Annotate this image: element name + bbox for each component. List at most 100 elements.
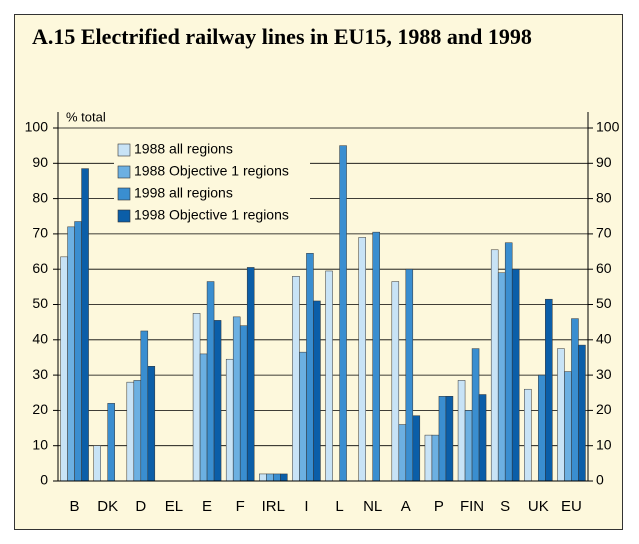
bar bbox=[232, 316, 241, 482]
bar bbox=[557, 348, 565, 482]
legend-swatch bbox=[117, 165, 131, 179]
legend-label: 1998 Objective 1 regions bbox=[134, 207, 289, 223]
x-tick-label: EL bbox=[165, 498, 183, 515]
bar bbox=[225, 358, 234, 482]
y2-tick-label: 70 bbox=[596, 225, 612, 241]
bar bbox=[339, 145, 347, 482]
y-tick-label: 80 bbox=[32, 189, 48, 205]
bar bbox=[424, 434, 433, 482]
bar bbox=[412, 415, 421, 482]
y-axis-label: % total bbox=[66, 109, 106, 124]
y2-tick-label: 20 bbox=[596, 401, 612, 417]
bar bbox=[545, 298, 553, 482]
bar bbox=[67, 226, 75, 482]
bar bbox=[147, 366, 156, 482]
x-tick-label: DK bbox=[97, 498, 118, 515]
x-tick-label: P bbox=[434, 498, 444, 515]
bar bbox=[391, 281, 400, 482]
y-tick-label: 20 bbox=[32, 401, 48, 417]
bar bbox=[490, 249, 499, 482]
bar bbox=[192, 313, 201, 482]
legend-box bbox=[114, 139, 310, 227]
bar bbox=[126, 381, 135, 482]
bar bbox=[266, 473, 274, 482]
y2-tick-label: 30 bbox=[596, 366, 612, 382]
bar bbox=[511, 268, 520, 482]
y-tick-label: 30 bbox=[32, 366, 48, 382]
x-tick-label: S bbox=[500, 498, 510, 515]
legend-swatch bbox=[117, 209, 131, 223]
bar bbox=[464, 410, 473, 482]
legend-label: 1998 all regions bbox=[134, 185, 233, 201]
bar bbox=[299, 351, 307, 482]
bar bbox=[259, 473, 267, 482]
x-tick-label: L bbox=[335, 498, 343, 515]
y2-tick-label: 60 bbox=[596, 260, 612, 276]
y-tick-label: 40 bbox=[32, 331, 48, 347]
bar bbox=[199, 353, 208, 482]
legend-label: 1988 Objective 1 regions bbox=[134, 163, 289, 179]
y-tick-label: 60 bbox=[32, 260, 48, 276]
bar bbox=[140, 330, 149, 482]
bar bbox=[313, 300, 321, 482]
bar bbox=[571, 318, 579, 482]
bar bbox=[398, 424, 407, 482]
y2-tick-label: 50 bbox=[596, 295, 612, 311]
bar bbox=[280, 473, 288, 482]
bar bbox=[564, 371, 572, 482]
legend-swatch bbox=[117, 187, 131, 201]
bar bbox=[497, 272, 506, 482]
y-tick-label: 100 bbox=[25, 119, 49, 135]
bar bbox=[524, 388, 532, 482]
bar bbox=[133, 380, 142, 482]
bar bbox=[471, 348, 480, 482]
x-tick-label: FIN bbox=[460, 498, 484, 515]
x-tick-label: EU bbox=[561, 498, 582, 515]
x-tick-label: IRL bbox=[262, 498, 285, 515]
bar bbox=[74, 221, 82, 482]
y-tick-label: 10 bbox=[32, 436, 48, 452]
bar bbox=[438, 396, 447, 482]
y2-tick-label: 10 bbox=[596, 436, 612, 452]
bar bbox=[206, 281, 215, 482]
y2-tick-label: 90 bbox=[596, 154, 612, 170]
bar bbox=[81, 168, 89, 482]
bar bbox=[538, 374, 546, 482]
x-tick-label: F bbox=[236, 498, 245, 515]
x-tick-label: D bbox=[135, 498, 146, 515]
chart-title: A.15 Electrified railway lines in EU15, … bbox=[32, 24, 532, 49]
bar bbox=[213, 320, 222, 482]
bar bbox=[358, 237, 366, 482]
legend-label: 1988 all regions bbox=[134, 141, 233, 157]
bar bbox=[325, 270, 333, 482]
bar bbox=[306, 253, 314, 482]
bar bbox=[578, 344, 586, 482]
x-tick-label: B bbox=[70, 498, 80, 515]
bar bbox=[246, 267, 255, 482]
bar bbox=[431, 434, 440, 482]
bar bbox=[239, 325, 248, 482]
bar bbox=[93, 445, 101, 482]
y2-tick-label: 80 bbox=[596, 189, 612, 205]
bar bbox=[107, 403, 115, 482]
x-tick-label: I bbox=[304, 498, 308, 515]
bar bbox=[292, 276, 300, 482]
y-tick-label: 90 bbox=[32, 154, 48, 170]
x-tick-label: NL bbox=[363, 498, 382, 515]
y2-tick-label: 0 bbox=[596, 472, 604, 488]
y2-tick-label: 100 bbox=[596, 119, 620, 135]
y-tick-label: 0 bbox=[40, 472, 48, 488]
bar bbox=[273, 473, 281, 482]
bar bbox=[372, 231, 380, 482]
bar bbox=[60, 256, 68, 482]
bar bbox=[504, 242, 513, 482]
bar bbox=[445, 396, 454, 482]
x-tick-label: E bbox=[202, 498, 212, 515]
y-tick-label: 70 bbox=[32, 225, 48, 241]
bar bbox=[457, 380, 466, 482]
bar bbox=[405, 268, 414, 482]
y2-tick-label: 40 bbox=[596, 331, 612, 347]
y-tick-label: 50 bbox=[32, 295, 48, 311]
x-tick-label: A bbox=[401, 498, 411, 515]
